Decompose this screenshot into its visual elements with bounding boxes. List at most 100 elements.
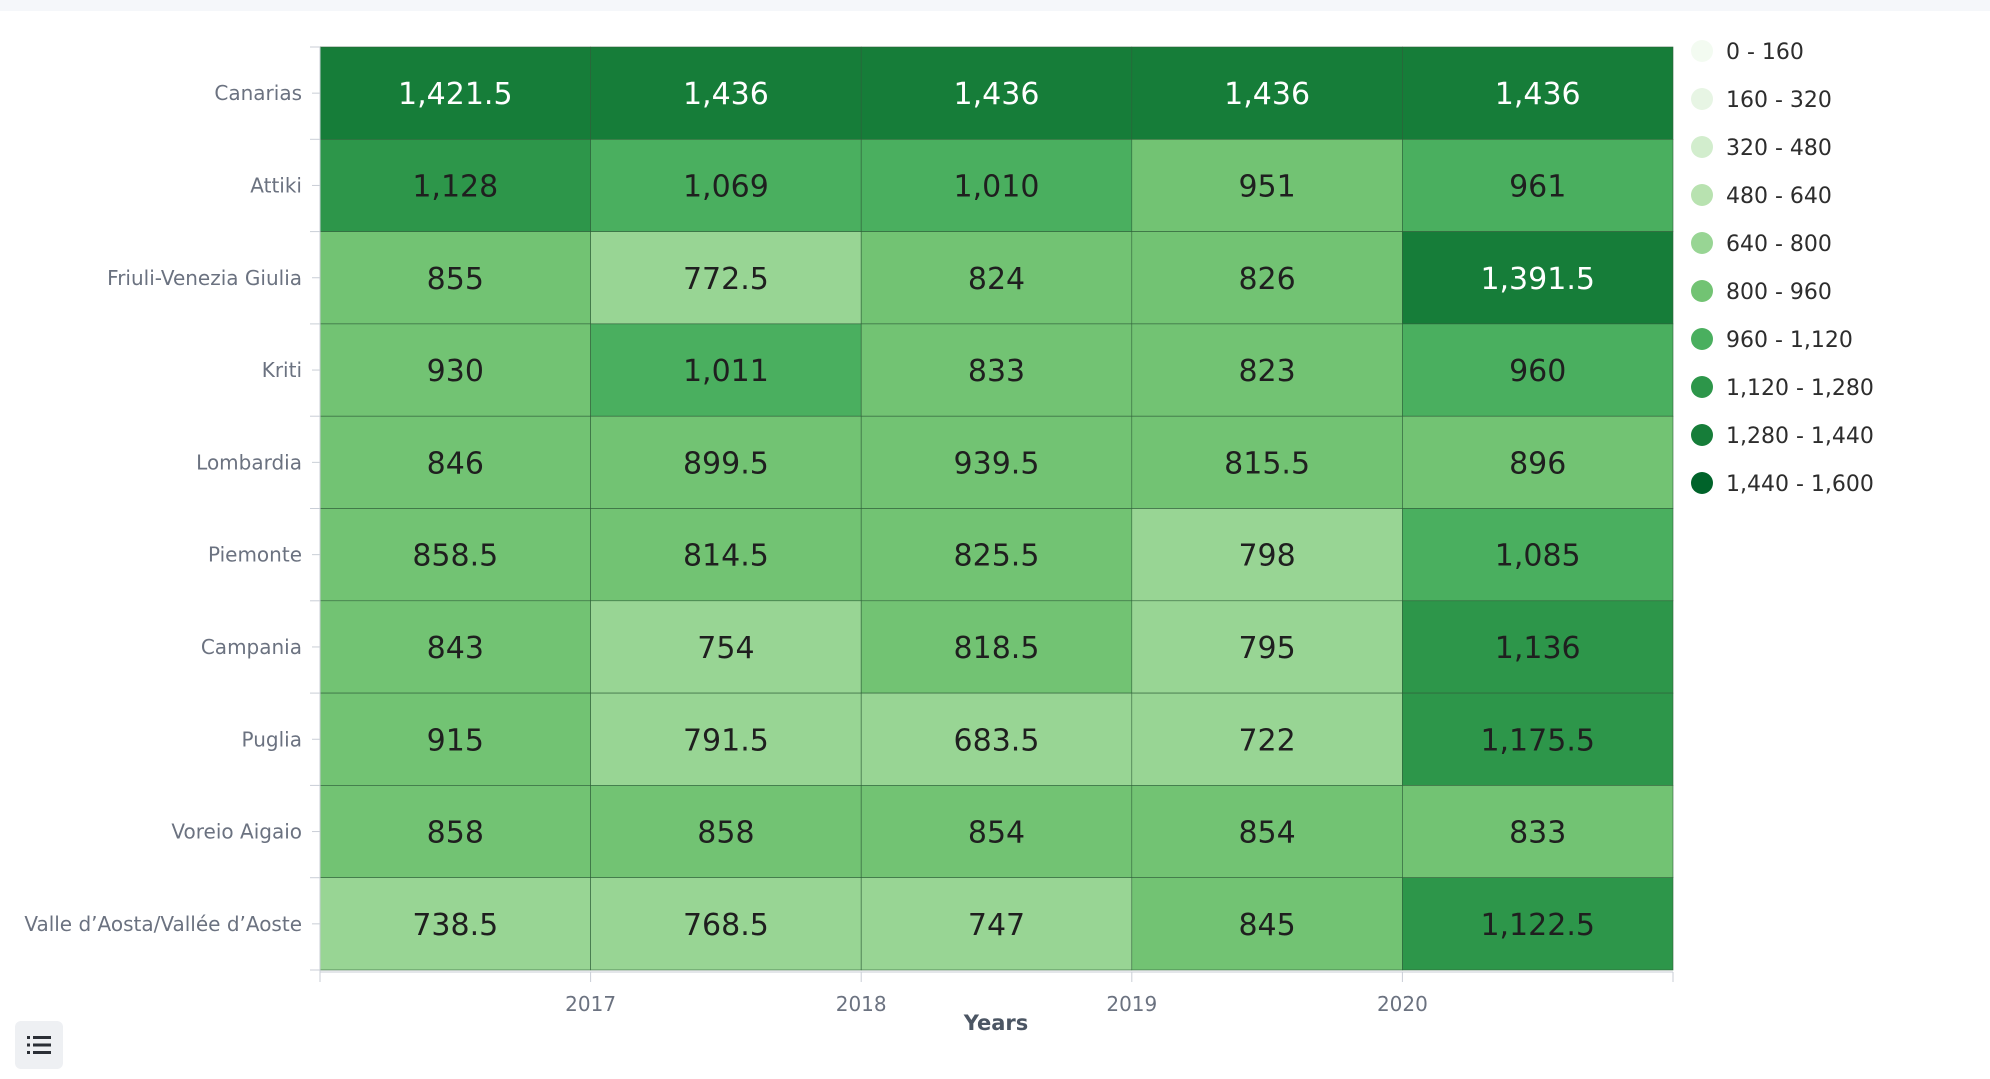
heatmap-cell[interactable] <box>1131 323 1403 417</box>
heatmap-cell[interactable] <box>1131 415 1403 509</box>
legend-item[interactable]: 1,120 - 1,280 <box>1691 376 1874 401</box>
x-tick-label: 2020 <box>1377 992 1428 1016</box>
heatmap-cell[interactable] <box>319 415 591 509</box>
cell-value-label: 858 <box>697 816 754 851</box>
cell-value-label: 772.5 <box>683 262 769 297</box>
heatmap-cell[interactable] <box>590 785 862 879</box>
cell-value-label: 825.5 <box>954 539 1040 574</box>
heatmap-cell[interactable] <box>1402 600 1674 694</box>
legend-label: 640 - 800 <box>1726 232 1832 257</box>
heatmap-cell[interactable] <box>860 415 1133 509</box>
heatmap-cell[interactable] <box>1131 139 1403 232</box>
legend-swatch <box>1691 184 1713 206</box>
heatmap-cell[interactable] <box>860 508 1133 602</box>
row-labels: Canarias Attiki Friuli-Venezia Giulia Kriti… <box>24 46 321 972</box>
cell-value-label: 738.5 <box>412 908 498 943</box>
row-label: Campania <box>201 635 302 659</box>
cell-value-label: 846 <box>427 446 484 481</box>
legend-item[interactable]: 160 - 320 <box>1691 88 1832 113</box>
heatmap-cell[interactable] <box>590 692 862 786</box>
heatmap-cell[interactable] <box>1402 877 1674 971</box>
legend-item[interactable]: 480 - 640 <box>1691 184 1832 209</box>
heatmap-cell[interactable] <box>1131 600 1403 694</box>
cell-value-label: 833 <box>968 354 1025 389</box>
heatmap-cell[interactable] <box>590 139 862 232</box>
heatmap-cell[interactable] <box>860 323 1133 417</box>
heatmap-cell[interactable] <box>860 231 1133 325</box>
legend-item[interactable]: 640 - 800 <box>1691 232 1832 257</box>
heatmap-cell[interactable] <box>860 600 1133 694</box>
heatmap-cell[interactable] <box>1402 785 1674 879</box>
legend-item[interactable]: 800 - 960 <box>1691 280 1832 305</box>
heatmap-cell[interactable] <box>1131 785 1403 879</box>
legend-label: 1,280 - 1,440 <box>1726 424 1874 449</box>
cell-value-label: 798 <box>1238 539 1295 574</box>
heatmap-cell[interactable] <box>1402 415 1674 509</box>
cell-value-label: 854 <box>1238 816 1295 851</box>
heatmap-cell[interactable] <box>319 323 591 417</box>
cell-value-label: 833 <box>1509 816 1566 851</box>
heatmap-cell[interactable] <box>1131 508 1403 602</box>
heatmap-cell[interactable] <box>1402 139 1674 232</box>
heatmap-cell[interactable] <box>319 600 591 694</box>
cell-value-label: 899.5 <box>683 446 769 481</box>
heatmap-cell[interactable] <box>319 46 591 140</box>
heatmap-cell[interactable] <box>319 692 591 786</box>
heatmap-cell[interactable] <box>590 877 862 971</box>
heatmap-cell[interactable] <box>319 139 591 232</box>
row-label: Puglia <box>242 727 302 751</box>
cell-value-label: 1,436 <box>1224 77 1310 112</box>
heatmap-cell[interactable] <box>860 692 1133 786</box>
legend-item[interactable]: 0 - 160 <box>1691 40 1804 65</box>
x-axis-title: Years <box>963 1011 1029 1035</box>
heatmap-cell[interactable] <box>590 600 862 694</box>
row-label: Kriti <box>262 358 302 382</box>
cell-value-label: 1,085 <box>1495 539 1581 574</box>
legend-swatch <box>1691 472 1713 494</box>
cell-value-label: 722 <box>1238 723 1295 758</box>
cell-value-label: 1,136 <box>1495 631 1581 666</box>
heatmap-cell[interactable] <box>590 46 862 140</box>
cell-value-label: 795 <box>1238 631 1295 666</box>
cell-value-label: 1,011 <box>683 354 769 389</box>
legend-label: 160 - 320 <box>1726 88 1832 113</box>
legend-label: 320 - 480 <box>1726 136 1832 161</box>
cell-value-label: 814.5 <box>683 539 769 574</box>
legend[interactable]: 0 - 160 160 - 320 320 - 480 480 - 640 640 - … <box>1691 40 1874 497</box>
row-label: Voreio Aigaio <box>171 820 302 844</box>
cell-value-label: 915 <box>427 723 484 758</box>
heatmap-cell[interactable] <box>1402 231 1674 325</box>
cell-value-label: 961 <box>1509 169 1566 204</box>
cell-value-label: 854 <box>968 816 1025 851</box>
legend-item[interactable]: 1,440 - 1,600 <box>1691 472 1874 497</box>
cell-value-label: 1,436 <box>1495 77 1581 112</box>
legend-toggle-button[interactable] <box>15 1021 63 1069</box>
heatmap-cell[interactable] <box>319 877 591 971</box>
legend-item[interactable]: 1,280 - 1,440 <box>1691 424 1874 449</box>
heatmap-cell[interactable] <box>590 231 862 325</box>
heatmap-cell[interactable] <box>1402 692 1674 786</box>
row-label: Attiki <box>250 173 302 197</box>
cell-value-label: 960 <box>1509 354 1566 389</box>
legend-label: 0 - 160 <box>1726 40 1804 65</box>
heatmap-cell[interactable] <box>860 877 1133 971</box>
heatmap-cell[interactable] <box>590 508 862 602</box>
legend-swatch <box>1691 376 1713 398</box>
heatmap-cell[interactable] <box>1402 323 1674 417</box>
legend-swatch <box>1691 136 1713 158</box>
heatmap-cell[interactable] <box>590 323 862 417</box>
heatmap-cell[interactable] <box>1131 46 1403 140</box>
cell-value-label: 1,128 <box>412 169 498 204</box>
cell-value-label: 1,436 <box>683 77 769 112</box>
cell-value-label: 1,069 <box>683 169 769 204</box>
heatmap-cell[interactable] <box>1131 877 1403 971</box>
heatmap-cell[interactable] <box>860 139 1133 232</box>
legend-item[interactable]: 320 - 480 <box>1691 136 1832 161</box>
cell-value-label: 858 <box>427 816 484 851</box>
heatmap-cell[interactable] <box>319 508 591 602</box>
row-label: Canarias <box>214 81 302 105</box>
legend-item[interactable]: 960 - 1,120 <box>1691 328 1853 353</box>
cell-value-label: 1,421.5 <box>398 77 513 112</box>
heatmap-cell[interactable] <box>1402 508 1674 602</box>
